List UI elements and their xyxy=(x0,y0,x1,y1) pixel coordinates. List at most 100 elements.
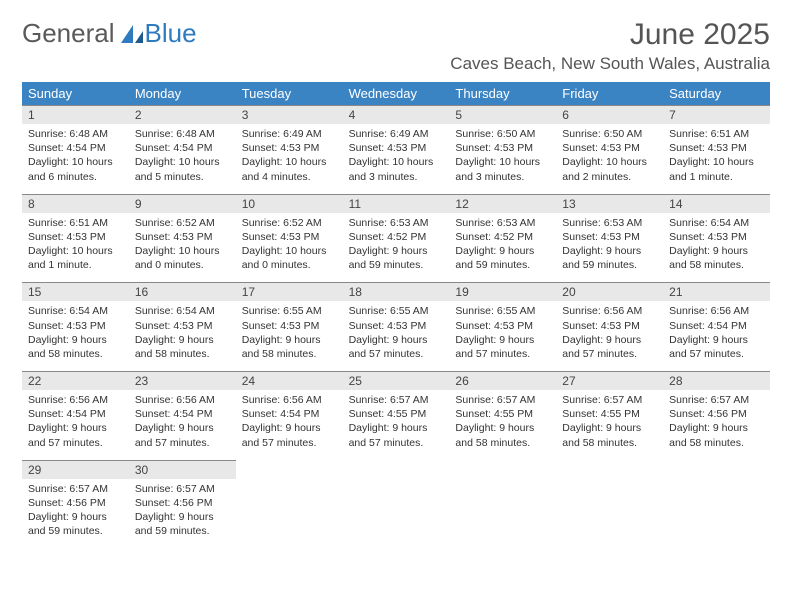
day-number: 9 xyxy=(129,194,236,213)
calendar-cell: 15Sunrise: 6:54 AMSunset: 4:53 PMDayligh… xyxy=(22,282,129,361)
day-number: 2 xyxy=(129,105,236,124)
calendar-cell: 17Sunrise: 6:55 AMSunset: 4:53 PMDayligh… xyxy=(236,282,343,361)
calendar-cell: .. xyxy=(663,460,770,539)
day-details: Sunrise: 6:57 AMSunset: 4:55 PMDaylight:… xyxy=(556,390,663,450)
calendar-cell: 30Sunrise: 6:57 AMSunset: 4:56 PMDayligh… xyxy=(129,460,236,539)
day-details: Sunrise: 6:51 AMSunset: 4:53 PMDaylight:… xyxy=(663,124,770,184)
calendar-cell: 20Sunrise: 6:56 AMSunset: 4:53 PMDayligh… xyxy=(556,282,663,361)
day-number: 14 xyxy=(663,194,770,213)
day-details: Sunrise: 6:55 AMSunset: 4:53 PMDaylight:… xyxy=(343,301,450,361)
calendar-cell: 28Sunrise: 6:57 AMSunset: 4:56 PMDayligh… xyxy=(663,371,770,450)
day-details: Sunrise: 6:50 AMSunset: 4:53 PMDaylight:… xyxy=(449,124,556,184)
day-number: 23 xyxy=(129,371,236,390)
day-number: 1 xyxy=(22,105,129,124)
calendar-cell: 5Sunrise: 6:50 AMSunset: 4:53 PMDaylight… xyxy=(449,105,556,184)
day-header-cell: Monday xyxy=(129,82,236,105)
day-number: 18 xyxy=(343,282,450,301)
calendar-cell: 23Sunrise: 6:56 AMSunset: 4:54 PMDayligh… xyxy=(129,371,236,450)
calendar-cell: 29Sunrise: 6:57 AMSunset: 4:56 PMDayligh… xyxy=(22,460,129,539)
day-number: 17 xyxy=(236,282,343,301)
day-header-cell: Saturday xyxy=(663,82,770,105)
day-details: Sunrise: 6:56 AMSunset: 4:54 PMDaylight:… xyxy=(22,390,129,450)
calendar-cell: 11Sunrise: 6:53 AMSunset: 4:52 PMDayligh… xyxy=(343,194,450,273)
calendar-cell: 6Sunrise: 6:50 AMSunset: 4:53 PMDaylight… xyxy=(556,105,663,184)
calendar-cell: 18Sunrise: 6:55 AMSunset: 4:53 PMDayligh… xyxy=(343,282,450,361)
logo-sail-icon xyxy=(119,23,145,45)
month-title: June 2025 xyxy=(450,18,770,52)
day-number: 25 xyxy=(343,371,450,390)
calendar-week: 22Sunrise: 6:56 AMSunset: 4:54 PMDayligh… xyxy=(22,371,770,450)
day-details: Sunrise: 6:52 AMSunset: 4:53 PMDaylight:… xyxy=(236,213,343,273)
day-details: Sunrise: 6:55 AMSunset: 4:53 PMDaylight:… xyxy=(236,301,343,361)
calendar-cell: 4Sunrise: 6:49 AMSunset: 4:53 PMDaylight… xyxy=(343,105,450,184)
day-number: 12 xyxy=(449,194,556,213)
day-details: Sunrise: 6:57 AMSunset: 4:56 PMDaylight:… xyxy=(663,390,770,450)
calendar-cell: .. xyxy=(449,460,556,539)
calendar-cell: 13Sunrise: 6:53 AMSunset: 4:53 PMDayligh… xyxy=(556,194,663,273)
calendar-cell: 25Sunrise: 6:57 AMSunset: 4:55 PMDayligh… xyxy=(343,371,450,450)
header: General Blue June 2025 Caves Beach, New … xyxy=(22,18,770,74)
logo: General Blue xyxy=(22,18,197,49)
day-number: 4 xyxy=(343,105,450,124)
day-details: Sunrise: 6:51 AMSunset: 4:53 PMDaylight:… xyxy=(22,213,129,273)
calendar-cell: 16Sunrise: 6:54 AMSunset: 4:53 PMDayligh… xyxy=(129,282,236,361)
calendar-cell: 9Sunrise: 6:52 AMSunset: 4:53 PMDaylight… xyxy=(129,194,236,273)
day-details: Sunrise: 6:52 AMSunset: 4:53 PMDaylight:… xyxy=(129,213,236,273)
day-details: Sunrise: 6:53 AMSunset: 4:53 PMDaylight:… xyxy=(556,213,663,273)
calendar-cell: 24Sunrise: 6:56 AMSunset: 4:54 PMDayligh… xyxy=(236,371,343,450)
day-number: 21 xyxy=(663,282,770,301)
calendar-cell: 3Sunrise: 6:49 AMSunset: 4:53 PMDaylight… xyxy=(236,105,343,184)
day-details: Sunrise: 6:55 AMSunset: 4:53 PMDaylight:… xyxy=(449,301,556,361)
calendar-week: 29Sunrise: 6:57 AMSunset: 4:56 PMDayligh… xyxy=(22,460,770,539)
day-details: Sunrise: 6:56 AMSunset: 4:54 PMDaylight:… xyxy=(236,390,343,450)
day-number: 13 xyxy=(556,194,663,213)
calendar-cell: .. xyxy=(236,460,343,539)
day-header-cell: Tuesday xyxy=(236,82,343,105)
day-number: 26 xyxy=(449,371,556,390)
day-number: 5 xyxy=(449,105,556,124)
day-details: Sunrise: 6:57 AMSunset: 4:56 PMDaylight:… xyxy=(129,479,236,539)
day-number: 27 xyxy=(556,371,663,390)
calendar-week: 8Sunrise: 6:51 AMSunset: 4:53 PMDaylight… xyxy=(22,194,770,273)
day-number: 29 xyxy=(22,460,129,479)
calendar-week: 1Sunrise: 6:48 AMSunset: 4:54 PMDaylight… xyxy=(22,105,770,184)
day-details: Sunrise: 6:56 AMSunset: 4:53 PMDaylight:… xyxy=(556,301,663,361)
day-number: 22 xyxy=(22,371,129,390)
calendar-week: 15Sunrise: 6:54 AMSunset: 4:53 PMDayligh… xyxy=(22,282,770,361)
day-details: Sunrise: 6:53 AMSunset: 4:52 PMDaylight:… xyxy=(449,213,556,273)
calendar-cell: 10Sunrise: 6:52 AMSunset: 4:53 PMDayligh… xyxy=(236,194,343,273)
day-number: 24 xyxy=(236,371,343,390)
location-text: Caves Beach, New South Wales, Australia xyxy=(450,54,770,74)
day-header-cell: Wednesday xyxy=(343,82,450,105)
day-header-cell: Sunday xyxy=(22,82,129,105)
title-block: June 2025 Caves Beach, New South Wales, … xyxy=(450,18,770,74)
day-details: Sunrise: 6:57 AMSunset: 4:55 PMDaylight:… xyxy=(343,390,450,450)
calendar: SundayMondayTuesdayWednesdayThursdayFrid… xyxy=(22,82,770,538)
day-number: 20 xyxy=(556,282,663,301)
calendar-cell: 22Sunrise: 6:56 AMSunset: 4:54 PMDayligh… xyxy=(22,371,129,450)
calendar-cell: 26Sunrise: 6:57 AMSunset: 4:55 PMDayligh… xyxy=(449,371,556,450)
day-details: Sunrise: 6:56 AMSunset: 4:54 PMDaylight:… xyxy=(129,390,236,450)
day-details: Sunrise: 6:54 AMSunset: 4:53 PMDaylight:… xyxy=(129,301,236,361)
day-details: Sunrise: 6:57 AMSunset: 4:55 PMDaylight:… xyxy=(449,390,556,450)
calendar-cell: 7Sunrise: 6:51 AMSunset: 4:53 PMDaylight… xyxy=(663,105,770,184)
day-number: 15 xyxy=(22,282,129,301)
day-header-cell: Friday xyxy=(556,82,663,105)
logo-word1: General xyxy=(22,18,115,49)
day-number: 19 xyxy=(449,282,556,301)
logo-word2: Blue xyxy=(145,18,197,49)
calendar-cell: 1Sunrise: 6:48 AMSunset: 4:54 PMDaylight… xyxy=(22,105,129,184)
day-number: 10 xyxy=(236,194,343,213)
day-details: Sunrise: 6:48 AMSunset: 4:54 PMDaylight:… xyxy=(129,124,236,184)
day-details: Sunrise: 6:54 AMSunset: 4:53 PMDaylight:… xyxy=(22,301,129,361)
calendar-cell: 14Sunrise: 6:54 AMSunset: 4:53 PMDayligh… xyxy=(663,194,770,273)
day-number: 6 xyxy=(556,105,663,124)
day-details: Sunrise: 6:54 AMSunset: 4:53 PMDaylight:… xyxy=(663,213,770,273)
calendar-cell: 27Sunrise: 6:57 AMSunset: 4:55 PMDayligh… xyxy=(556,371,663,450)
day-number: 28 xyxy=(663,371,770,390)
calendar-cell: .. xyxy=(556,460,663,539)
day-details: Sunrise: 6:49 AMSunset: 4:53 PMDaylight:… xyxy=(343,124,450,184)
day-number: 3 xyxy=(236,105,343,124)
calendar-cell: 19Sunrise: 6:55 AMSunset: 4:53 PMDayligh… xyxy=(449,282,556,361)
day-header-row: SundayMondayTuesdayWednesdayThursdayFrid… xyxy=(22,82,770,105)
